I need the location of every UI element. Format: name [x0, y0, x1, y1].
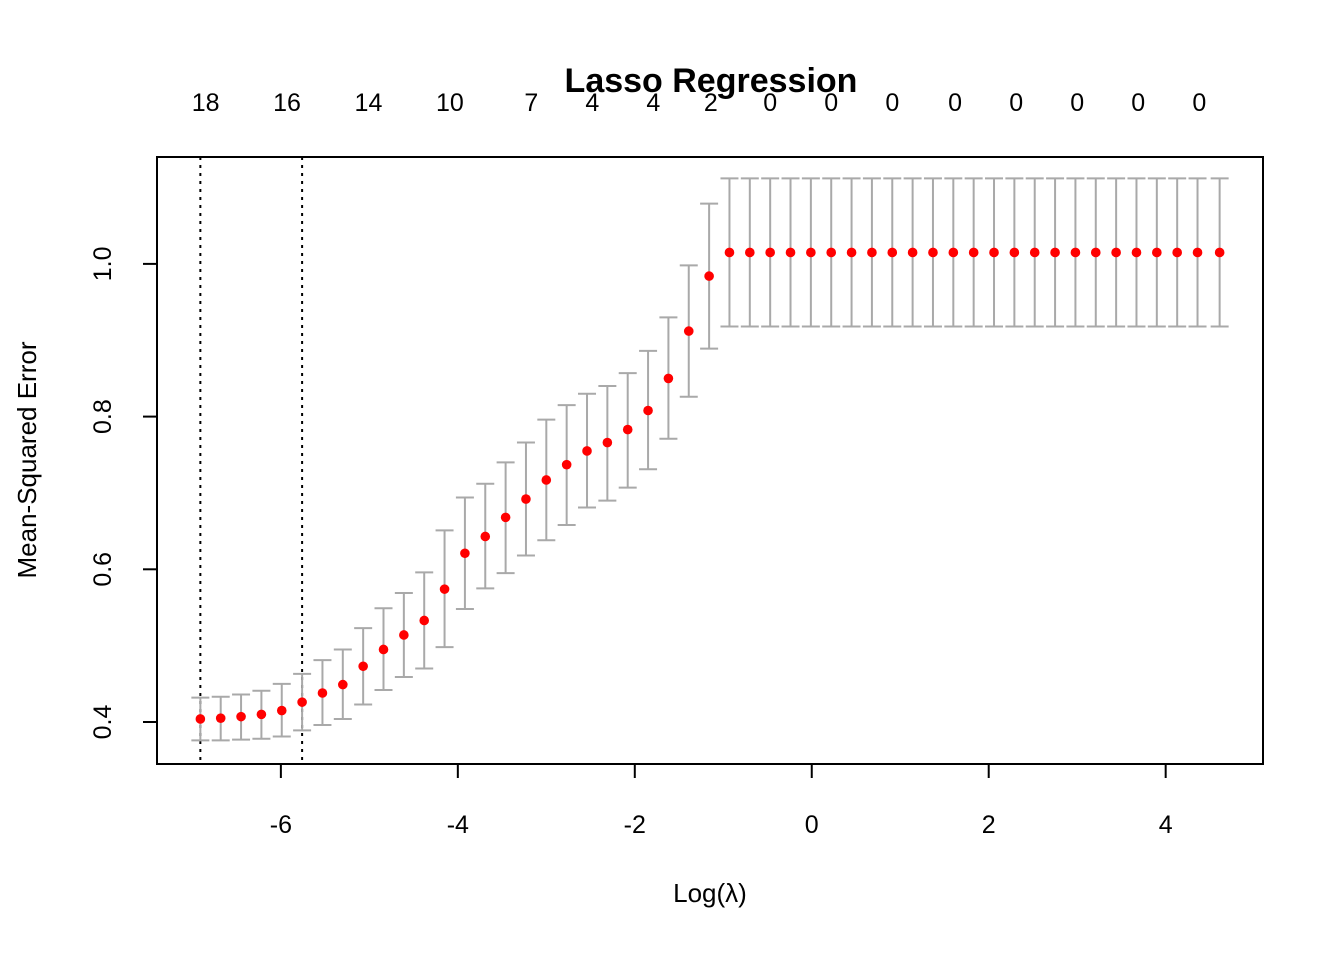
mse-point	[622, 424, 633, 435]
mse-point	[1214, 247, 1225, 258]
mse-point	[297, 697, 307, 707]
top-tick-label: 0	[1070, 89, 1084, 117]
mse-point	[846, 247, 857, 258]
top-tick-label: 4	[585, 89, 599, 117]
mse-point	[338, 679, 348, 690]
top-tick-label: 0	[885, 89, 899, 117]
x-axis: -6 -4 -2 0 2 4	[270, 763, 1173, 839]
mse-point	[602, 437, 613, 448]
top-tick-label: 0	[948, 89, 962, 117]
top-tick-label: 14	[355, 89, 383, 117]
y-axis-label: Mean-Squared Error	[12, 341, 42, 578]
x-tick-label: -2	[624, 811, 646, 839]
mse-point	[968, 247, 979, 258]
x-tick-label: -4	[447, 811, 469, 839]
y-tick-label: 0.8	[89, 399, 117, 434]
x-axis-label: Log(λ)	[673, 878, 747, 908]
mse-point	[806, 247, 816, 258]
selected-lambda-lines	[199, 157, 304, 764]
mse-point	[785, 247, 796, 258]
mse-point	[1111, 247, 1121, 258]
mse-point	[887, 247, 898, 258]
mse-point	[928, 247, 938, 258]
y-axis: 0.4 0.6 0.8 1.0	[89, 247, 158, 740]
top-tick-label: 7	[524, 89, 538, 117]
mse-point	[1050, 247, 1060, 258]
x-tick-label: 4	[1159, 811, 1173, 839]
mse-point	[1192, 247, 1203, 258]
mse-point	[399, 630, 409, 640]
mse-point	[215, 713, 226, 723]
y-tick-label: 0.4	[89, 705, 117, 740]
top-tick-label: 10	[436, 89, 464, 117]
mse-point	[439, 584, 450, 594]
mse-point	[1009, 247, 1020, 258]
mse-point	[663, 373, 674, 384]
mse-point	[1172, 247, 1182, 258]
mse-point	[765, 247, 775, 258]
mse-point	[948, 247, 959, 258]
x-tick-label: 2	[982, 811, 996, 839]
top-tick-label: 0	[763, 89, 777, 117]
top-tick-label: 0	[1131, 89, 1145, 117]
mse-point	[480, 531, 491, 542]
mse-point	[276, 705, 287, 716]
top-tick-label: 0	[1009, 89, 1023, 117]
mse-point	[419, 615, 430, 626]
x-tick-label: 0	[805, 811, 819, 839]
y-tick-label: 0.6	[89, 552, 117, 587]
mse-point	[745, 247, 755, 258]
top-tick-label: 18	[192, 89, 220, 117]
mse-point	[643, 405, 653, 416]
mse-point	[317, 688, 328, 698]
top-tick-label: 4	[646, 89, 660, 117]
mse-points	[195, 247, 1225, 724]
mse-point	[460, 548, 470, 559]
mse-point	[724, 247, 735, 258]
mse-point	[1029, 247, 1040, 258]
mse-point	[500, 512, 511, 523]
y-tick-label: 1.0	[89, 247, 117, 282]
chart-title: Lasso Regression	[565, 62, 858, 100]
mse-point	[378, 644, 389, 655]
mse-point	[907, 247, 918, 258]
top-tick-label: 2	[704, 89, 718, 117]
mse-point	[1152, 247, 1162, 258]
mse-point	[1090, 247, 1101, 258]
mse-point	[521, 494, 531, 504]
mse-point	[358, 661, 368, 672]
mse-point	[541, 475, 552, 485]
error-bars	[191, 177, 1229, 742]
mse-point	[561, 459, 572, 470]
mse-point	[1131, 247, 1142, 258]
mse-point	[256, 709, 267, 720]
mse-point	[1070, 247, 1081, 258]
top-tick-label: 16	[273, 89, 301, 117]
mse-point	[683, 326, 694, 336]
x-tick-label: -6	[270, 811, 292, 839]
mse-point	[195, 714, 206, 724]
mse-point	[867, 247, 877, 258]
top-tick-label: 0	[1192, 89, 1206, 117]
mse-point	[826, 247, 837, 258]
top-tick-label: 0	[824, 89, 838, 117]
mse-point	[236, 711, 246, 722]
mse-point	[582, 446, 592, 456]
mse-point	[704, 271, 714, 281]
mse-point	[989, 247, 999, 258]
top-axis-nonzero-counts: 18 16 14 10 7 4 4 2 0 0 0 0 0 0 0 0	[192, 89, 1206, 117]
